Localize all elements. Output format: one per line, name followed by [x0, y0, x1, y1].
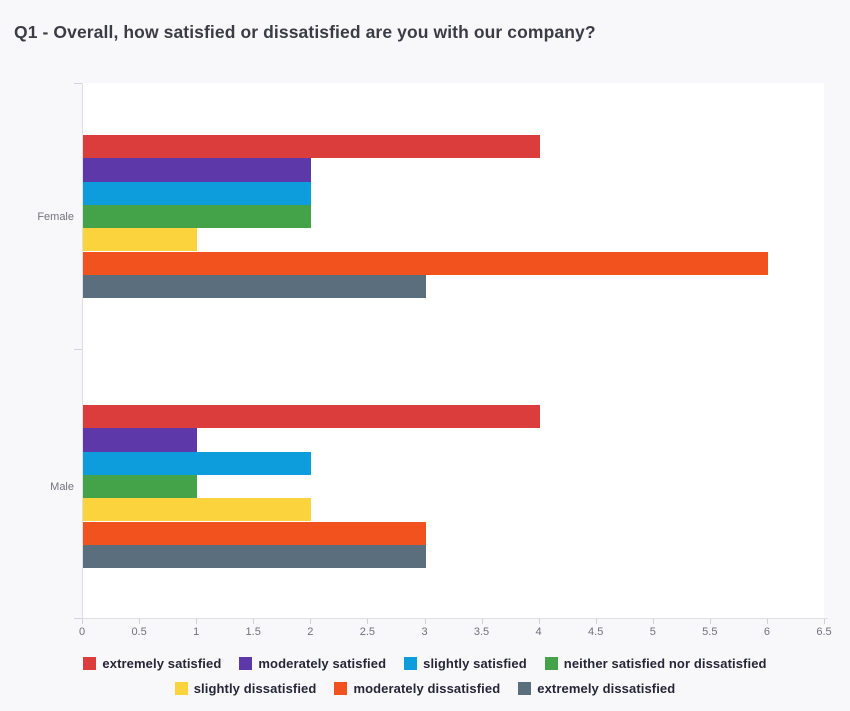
x-axis-line: [82, 618, 828, 619]
bar-female-extremely-satisfied: [83, 135, 540, 159]
legend-swatch-neither-satisfied-nor-dissatisfied: [544, 656, 558, 670]
legend-swatch-extremely-dissatisfied: [518, 681, 532, 695]
x-axis-tick: [424, 619, 426, 624]
category-label-male: Male: [50, 480, 74, 493]
legend-label-slightly-dissatisfied: slightly dissatisfied: [193, 680, 317, 696]
x-axis-tick-label: 1.5: [245, 626, 261, 638]
x-axis-tick-label: 3: [421, 626, 428, 638]
y-axis-tick: [74, 348, 82, 350]
x-axis-tick: [139, 619, 141, 624]
legend-swatch-moderately-dissatisfied: [334, 681, 348, 695]
x-axis-tick: [538, 619, 540, 624]
legend-label-extremely-satisfied: extremely satisfied: [102, 655, 222, 671]
legend-item-neither-satisfied-nor-dissatisfied: neither satisfied nor dissatisfied: [544, 655, 767, 671]
legend-item-extremely-dissatisfied: extremely dissatisfied: [518, 681, 675, 696]
legend-item-slightly-dissatisfied: slightly dissatisfied: [174, 680, 317, 696]
legend-item-moderately-dissatisfied: moderately dissatisfied: [334, 681, 500, 696]
x-axis-tick: [481, 619, 483, 624]
x-axis-tick-label: 4: [535, 626, 542, 638]
legend-swatch-extremely-satisfied: [83, 656, 97, 670]
bar-female-extremely-dissatisfied: [83, 274, 426, 299]
x-axis-tick: [253, 619, 255, 624]
chart-legend: extremely satisfied moderately satisfied s…: [0, 652, 850, 702]
bar-male-slightly-satisfied: [83, 451, 312, 475]
bar-male-neither-satisfied-nor-dissatisfied: [83, 474, 198, 499]
legend-item-moderately-satisfied: moderately satisfied: [239, 656, 386, 671]
legend-swatch-slightly-satisfied: [404, 656, 418, 670]
bar-female-slightly-dissatisfied: [83, 228, 198, 252]
question-title: Q1 - Overall, how satisfied or dissatisf…: [14, 22, 596, 42]
x-axis-tick-label: 2.5: [359, 626, 376, 638]
x-axis-tick-label: 5: [649, 626, 656, 638]
legend-row-1: extremely satisfied moderately satisfied s…: [0, 652, 850, 674]
x-axis-tick: [652, 619, 654, 624]
x-axis-tick: [595, 619, 597, 624]
x-axis-tick: [367, 619, 369, 624]
y-axis-tick: [74, 83, 82, 84]
bar-male-slightly-dissatisfied: [83, 498, 312, 522]
legend-swatch-slightly-dissatisfied: [174, 681, 188, 695]
legend-swatch-moderately-satisfied: [239, 656, 253, 670]
x-axis-tick-label: 0.5: [131, 626, 147, 638]
x-axis-tick-label: 6.5: [816, 626, 832, 638]
x-axis-tick: [310, 619, 312, 624]
x-axis-tick-label: 2: [307, 626, 314, 638]
x-axis-tick-label: 1: [193, 626, 200, 638]
x-axis-tick-label: 4.5: [588, 626, 604, 638]
bar-male-extremely-dissatisfied: [83, 544, 426, 569]
bar-female-slightly-satisfied: [83, 181, 312, 205]
legend-label-neither-satisfied-nor-dissatisfied: neither satisfied nor dissatisfied: [563, 655, 767, 671]
x-axis-tick: [709, 619, 711, 624]
y-axis-line: [82, 83, 83, 619]
x-axis-tick-label: 6: [763, 626, 770, 638]
legend-item-slightly-satisfied: slightly satisfied: [404, 656, 527, 671]
legend-label-slightly-satisfied: slightly satisfied: [423, 655, 527, 671]
legend-item-extremely-satisfied: extremely satisfied: [83, 656, 221, 671]
bar-male-moderately-dissatisfied: [83, 521, 426, 545]
x-axis-tick: [766, 619, 768, 624]
legend-label-extremely-dissatisfied: extremely dissatisfied: [537, 680, 676, 696]
x-axis-tick-label: 0: [78, 626, 86, 638]
x-axis-tick-label: 5.5: [702, 626, 718, 638]
x-axis-tick: [196, 619, 198, 624]
legend-label-moderately-satisfied: moderately satisfied: [258, 655, 387, 671]
x-axis-tick-label: 3.5: [473, 626, 490, 638]
y-axis-tick: [74, 618, 82, 619]
bar-female-moderately-dissatisfied: [83, 251, 768, 275]
x-axis-tick: [824, 619, 825, 624]
bar-female-neither-satisfied-nor-dissatisfied: [83, 204, 312, 229]
legend-row-2: slightly dissatisfied moderately dissatis…: [0, 677, 850, 699]
bar-male-extremely-satisfied: [83, 405, 540, 429]
bar-female-moderately-satisfied: [83, 158, 312, 182]
category-label-female: Female: [37, 210, 74, 223]
legend-label-moderately-dissatisfied: moderately dissatisfied: [353, 680, 501, 696]
x-axis-tick: [82, 619, 83, 624]
bar-male-moderately-satisfied: [83, 428, 198, 452]
